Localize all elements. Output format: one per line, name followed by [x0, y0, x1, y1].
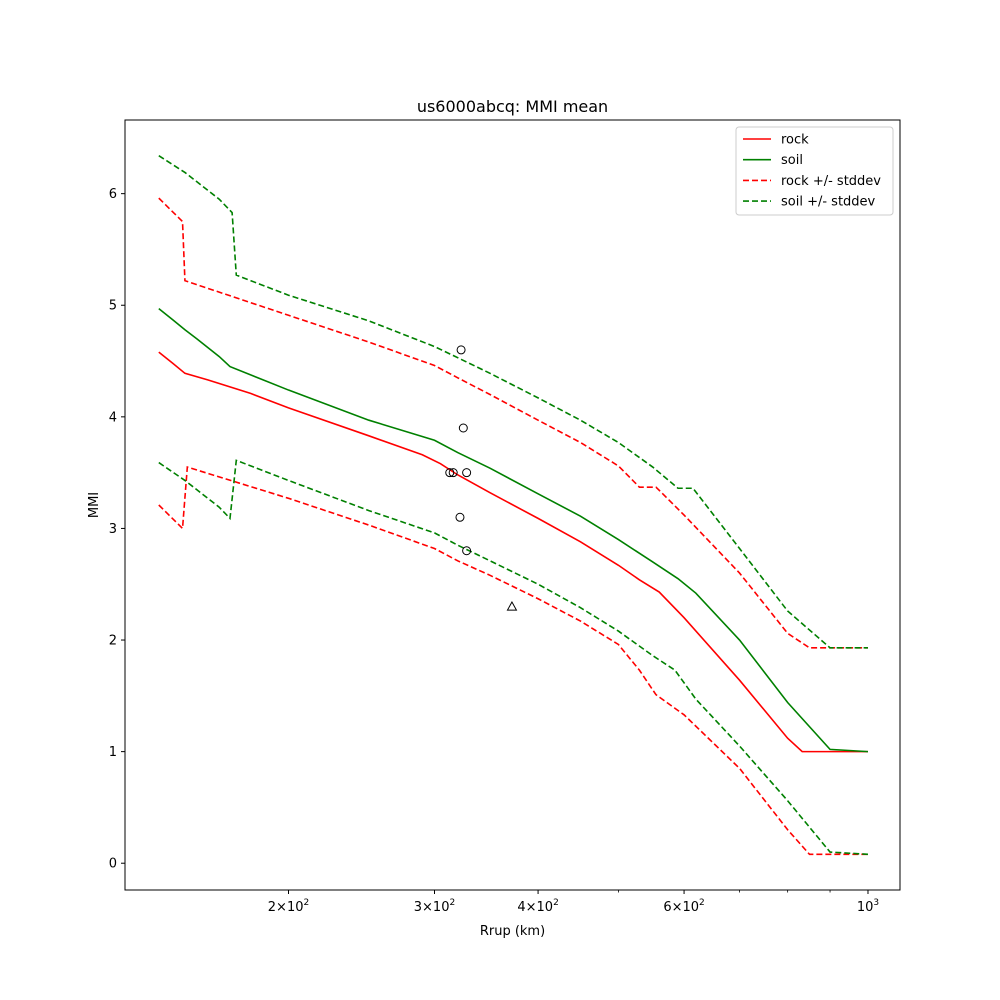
y-axis-label: MMI — [87, 492, 102, 518]
x-tick-label: 6×102 — [663, 898, 704, 915]
legend: rock soil rock +/- stddev soil +/- stddev — [736, 127, 893, 215]
y-tick-label: 3 — [109, 522, 117, 537]
y-tick-label: 4 — [109, 410, 117, 425]
y-tick-label: 6 — [109, 187, 117, 202]
x-axis-label: Rrup (km) — [480, 924, 545, 939]
legend-label: rock — [781, 133, 809, 148]
y-tick-label: 0 — [109, 857, 117, 872]
x-tick-label: 4×102 — [517, 898, 558, 915]
legend-label: rock +/- stddev — [781, 174, 881, 189]
y-tick-label: 1 — [109, 745, 117, 760]
x-tick-label: 3×102 — [414, 898, 455, 915]
y-tick-label: 5 — [109, 299, 117, 314]
x-tick-label: 2×102 — [268, 898, 309, 915]
y-tick-label: 2 — [109, 634, 117, 649]
chart-title: us6000abcq: MMI mean — [417, 97, 608, 116]
legend-label: soil — [781, 153, 803, 168]
legend-label: soil +/- stddev — [781, 195, 876, 210]
